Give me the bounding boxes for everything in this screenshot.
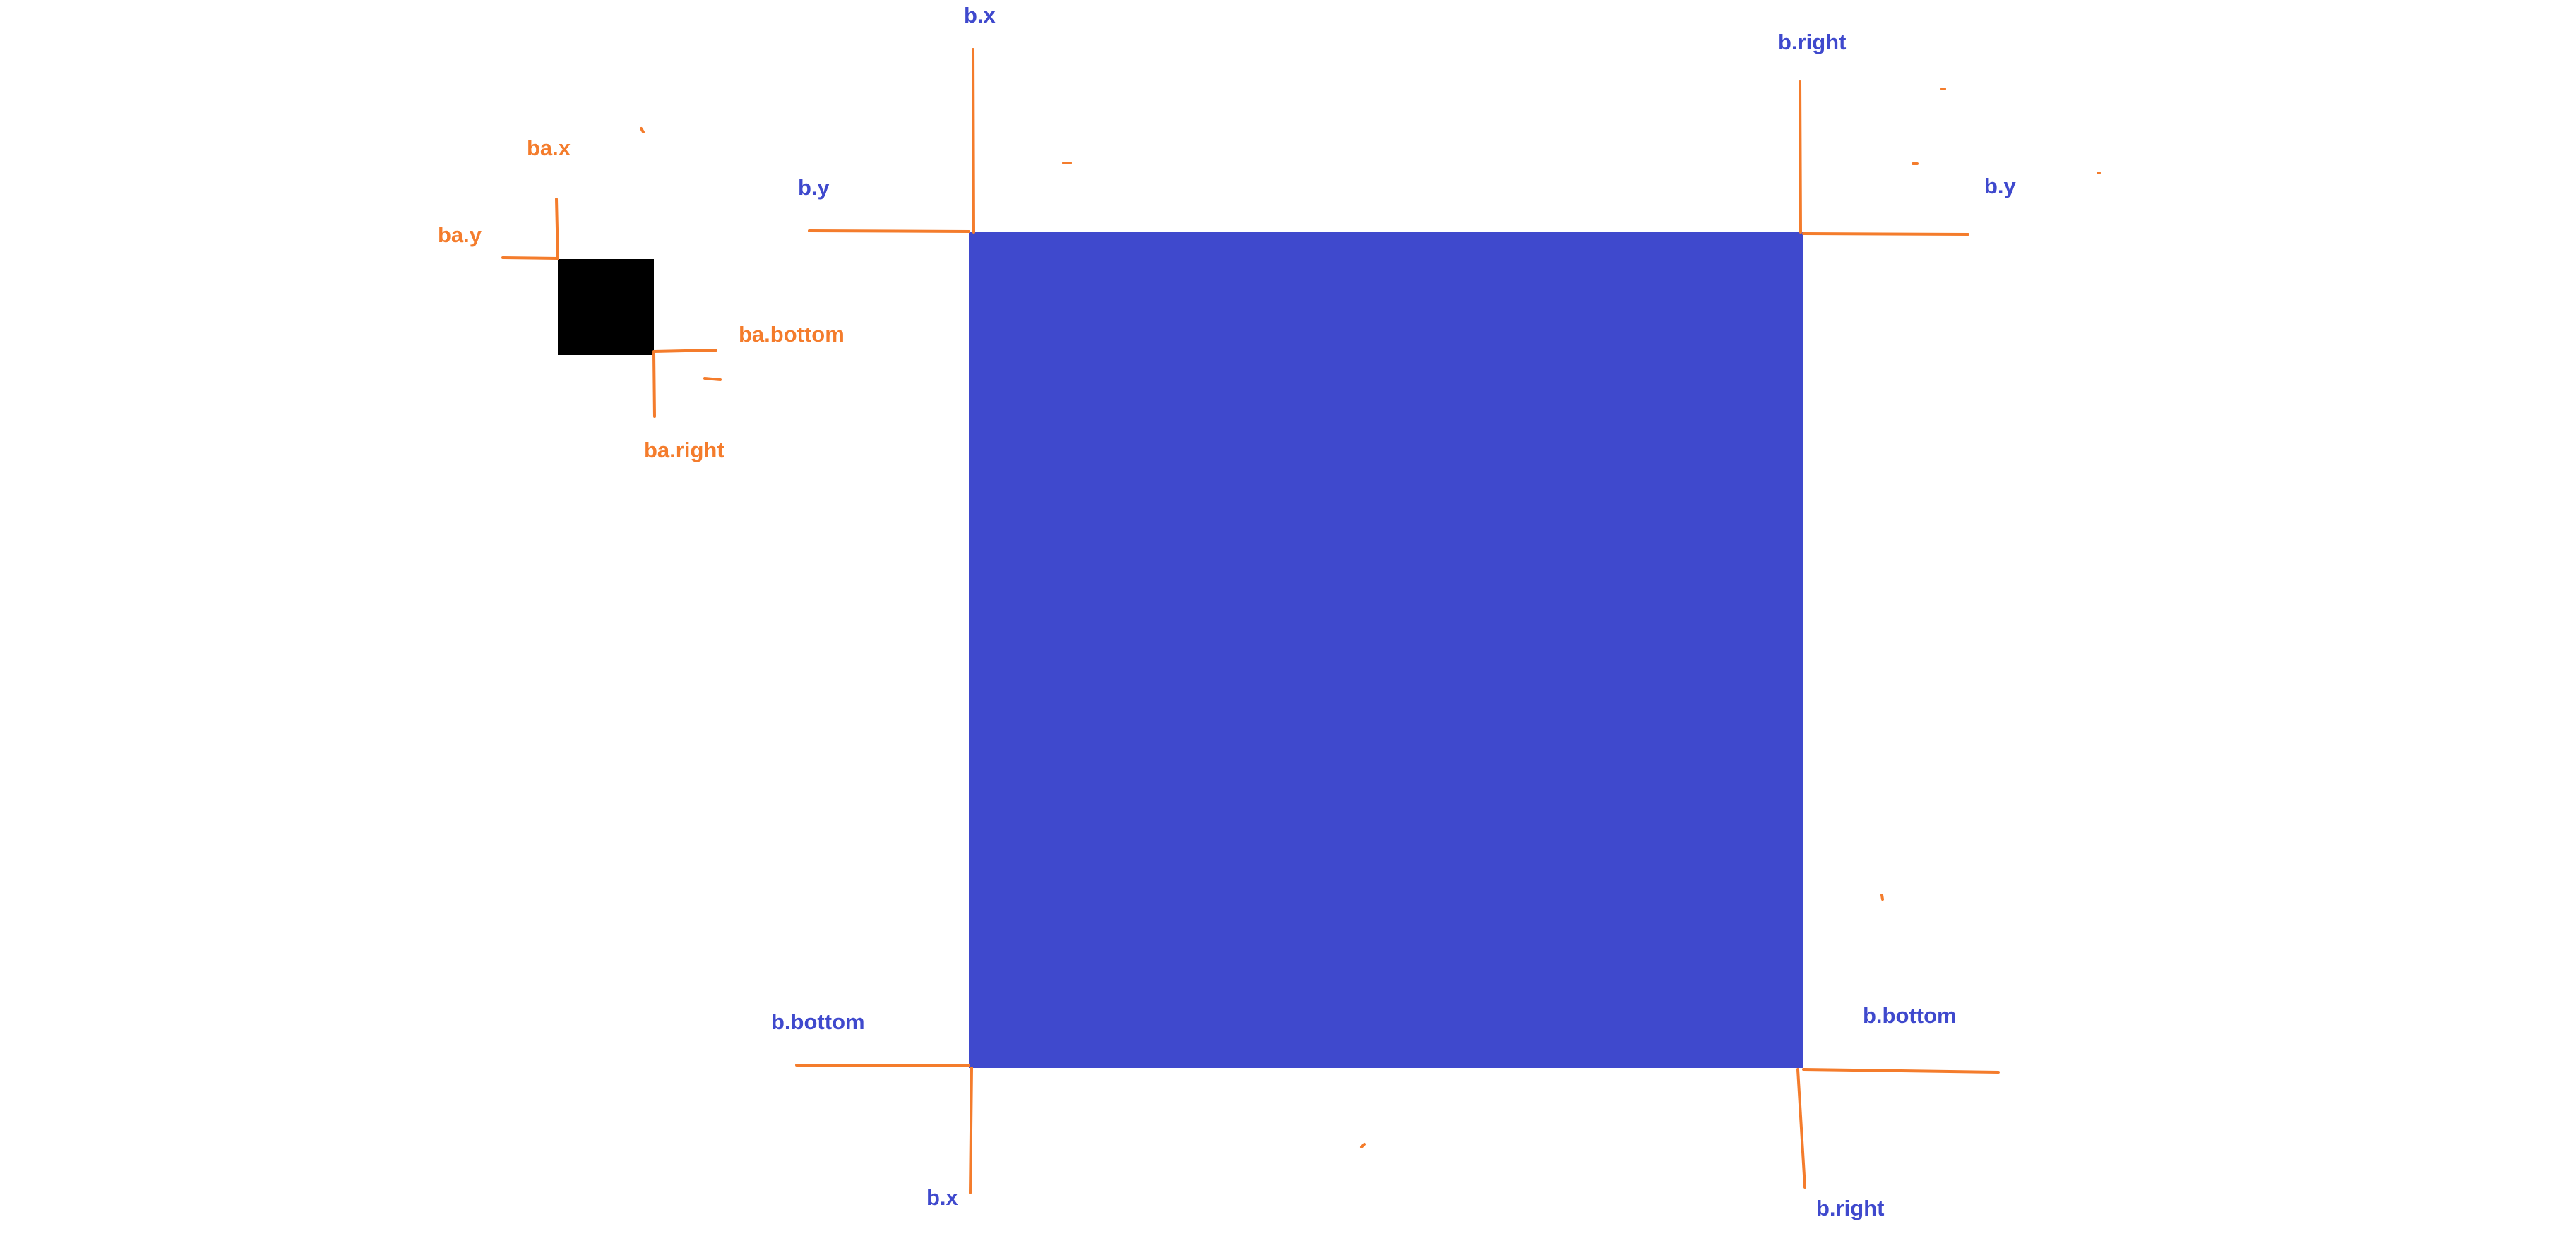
- ba-x-label: ba.x: [527, 136, 571, 160]
- marker-lines: [501, 48, 2101, 1194]
- small-box: [558, 259, 654, 355]
- b-y-left-marker-line: [808, 229, 970, 233]
- stray-mark: [1880, 894, 1884, 901]
- b-x-bottom-label: b.x: [926, 1185, 959, 1210]
- ba-right-label: ba.right: [644, 438, 724, 462]
- b-right-bottom-label: b.right: [1816, 1196, 1884, 1220]
- ba-bottom-label: ba.bottom: [739, 322, 845, 347]
- b-y-right-label: b.y: [1984, 174, 2017, 198]
- b-right-top-label: b.right: [1778, 30, 1846, 54]
- b-bottom-left-label: b.bottom: [771, 1009, 865, 1034]
- ba-bottom-marker-line: [652, 349, 717, 353]
- b-bottom-right-marker-line: [1802, 1068, 2000, 1074]
- stray-mark: [1360, 1143, 1366, 1148]
- ba-x-marker-line: [555, 198, 559, 260]
- b-right-bottom-marker-line: [1796, 1068, 1806, 1189]
- b-y-left-label: b.y: [798, 175, 830, 200]
- stray-mark: [703, 377, 722, 381]
- b-x-top-marker-line: [972, 48, 975, 234]
- b-right-top-marker-line: [1799, 80, 1802, 234]
- stray-mark: [640, 127, 645, 133]
- b-x-top-label: b.x: [964, 3, 996, 28]
- b-bottom-right-label: b.bottom: [1863, 1003, 1957, 1028]
- b-x-bottom-marker-line: [969, 1067, 973, 1194]
- big-box: [969, 232, 1803, 1068]
- ba-y-label: ba.y: [438, 222, 482, 247]
- ba-right-marker-line: [652, 352, 656, 418]
